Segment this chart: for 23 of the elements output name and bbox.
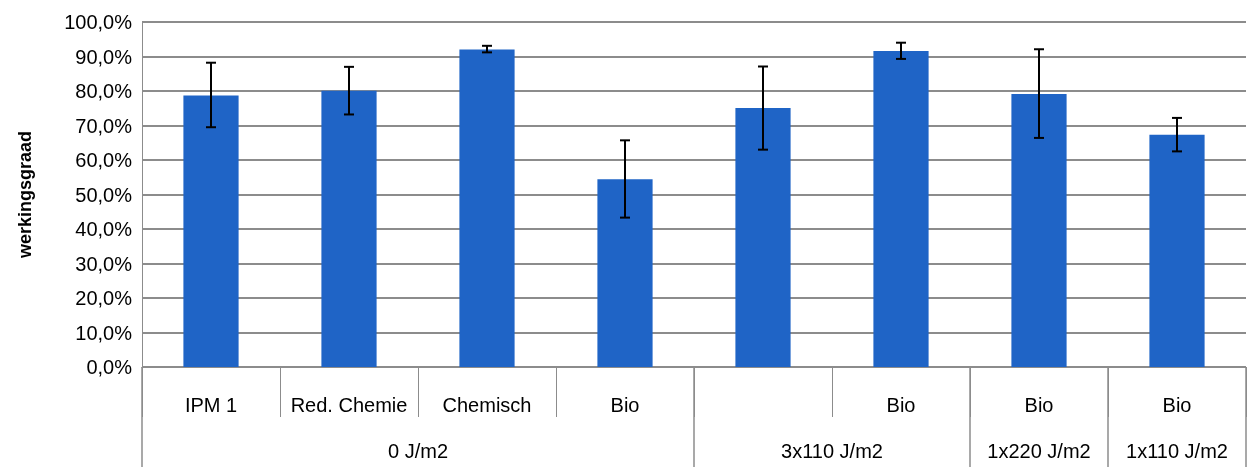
y-tick-label: 0,0% <box>86 356 133 378</box>
x-tick-label: Bio <box>1162 394 1192 416</box>
y-tick-label: 100,0% <box>64 11 133 33</box>
text: 1x220 J/m2 <box>987 440 1091 462</box>
x-tick-label: Bio <box>886 394 916 416</box>
text: 1x110 J/m2 <box>1126 440 1228 462</box>
x-tick-label: Bio <box>610 394 640 416</box>
x-tick-label: Red. Chemie <box>290 394 408 416</box>
text: 3x110 J/m2 <box>781 440 883 462</box>
y-tick-label: 40,0% <box>75 218 133 240</box>
y-tick-label: 10,0% <box>75 321 133 344</box>
x-tick-label: Bio <box>1024 394 1054 416</box>
y-tick-label: 80,0% <box>75 80 133 102</box>
y-tick-label: 60,0% <box>75 149 133 171</box>
x-tick-label: Chemisch <box>442 394 532 416</box>
y-tick-label: 30,0% <box>75 252 133 275</box>
y-tick-label: 70,0% <box>75 114 133 137</box>
y-axis-title: werkingsgraad <box>15 130 35 260</box>
y-tick-label: 20,0% <box>75 287 133 309</box>
text: 0 J/m2 <box>387 440 449 462</box>
y-tick-label: 90,0% <box>75 45 133 68</box>
y-tick-label: 50,0% <box>75 183 133 206</box>
x-tick-label: IPM 1 <box>184 394 238 416</box>
